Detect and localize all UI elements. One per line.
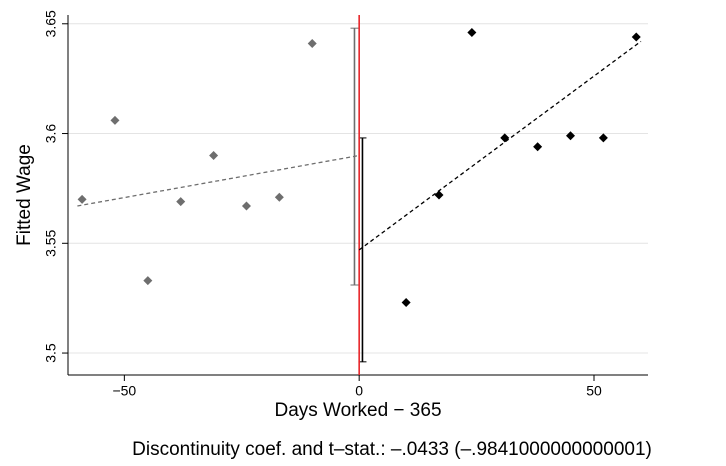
note: Discontinuity coef. and t–stat.: –.0433 … xyxy=(132,439,652,460)
fit-line xyxy=(77,154,360,207)
point xyxy=(401,298,411,308)
y-tick-label: 3.6 xyxy=(43,124,59,144)
point xyxy=(533,142,543,152)
point xyxy=(434,190,444,200)
point xyxy=(110,115,120,125)
point xyxy=(241,201,251,211)
point xyxy=(143,276,153,286)
y-tick-label: 3.5 xyxy=(43,343,59,363)
point xyxy=(274,192,284,202)
x-tick-label: −50 xyxy=(112,383,136,399)
point xyxy=(77,194,87,204)
point xyxy=(209,150,219,160)
point xyxy=(631,32,641,42)
y-axis-label: Fitted Wage xyxy=(14,144,35,246)
point xyxy=(500,133,510,143)
fit-line xyxy=(358,40,642,251)
point xyxy=(566,131,576,141)
point xyxy=(176,197,186,207)
y-tick-label: 3.65 xyxy=(43,10,59,37)
point xyxy=(467,28,477,38)
x-axis-label: Days Worked − 365 xyxy=(274,400,441,421)
x-tick-label: 50 xyxy=(586,383,602,399)
point xyxy=(307,39,317,49)
y-tick-label: 3.55 xyxy=(43,229,59,256)
x-tick-label: 0 xyxy=(355,383,363,399)
point xyxy=(598,133,608,143)
